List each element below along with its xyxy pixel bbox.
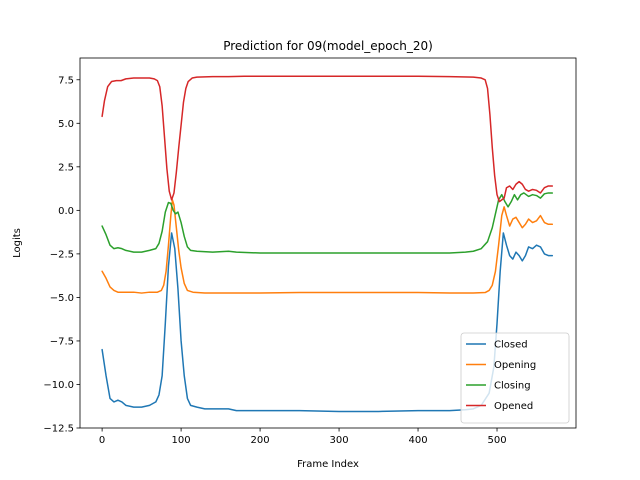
series-line-closing xyxy=(101,192,554,254)
legend-label: Opened xyxy=(494,401,533,412)
x-tick-label: 200 xyxy=(251,435,270,446)
series-line-opened xyxy=(101,75,554,203)
series-line-closed xyxy=(101,232,554,413)
legend-label: Opening xyxy=(494,360,536,371)
x-tick-label: 500 xyxy=(487,435,506,446)
y-axis: −12.5 −10.0 −7.5 −5.0 −2.5 0.0 2.5 5.0 7.5 xyxy=(43,75,80,435)
x-tick-label: 400 xyxy=(408,435,427,446)
y-tick-label: −12.5 xyxy=(43,424,74,435)
legend-label: Closing xyxy=(494,381,531,392)
y-tick-label: −10.0 xyxy=(43,380,74,391)
y-tick-label: −5.0 xyxy=(50,293,74,304)
y-tick-label: 5.0 xyxy=(58,119,74,130)
y-axis-label: Logits xyxy=(12,228,23,258)
y-tick-label: 2.5 xyxy=(58,162,74,173)
plot-frame xyxy=(79,57,577,429)
x-tick-label: 0 xyxy=(99,435,105,446)
series-line-opening xyxy=(101,199,554,294)
y-tick-label: −7.5 xyxy=(50,336,74,347)
y-tick-label: 7.5 xyxy=(58,75,74,86)
y-tick-label: −2.5 xyxy=(50,249,74,260)
x-tick-label: 100 xyxy=(172,435,191,446)
y-tick-label: 0.0 xyxy=(58,206,74,217)
legend-label: Closed xyxy=(494,340,528,351)
plot-lines xyxy=(101,75,554,413)
legend: Closed Opening Closing Opened xyxy=(460,332,570,424)
x-axis: 0 100 200 300 400 500 xyxy=(99,428,507,446)
x-tick-label: 300 xyxy=(330,435,349,446)
chart-title: Prediction for 09(model_epoch_20) xyxy=(223,39,433,53)
legend-box xyxy=(460,332,570,424)
x-axis-label: Frame Index xyxy=(297,459,359,470)
